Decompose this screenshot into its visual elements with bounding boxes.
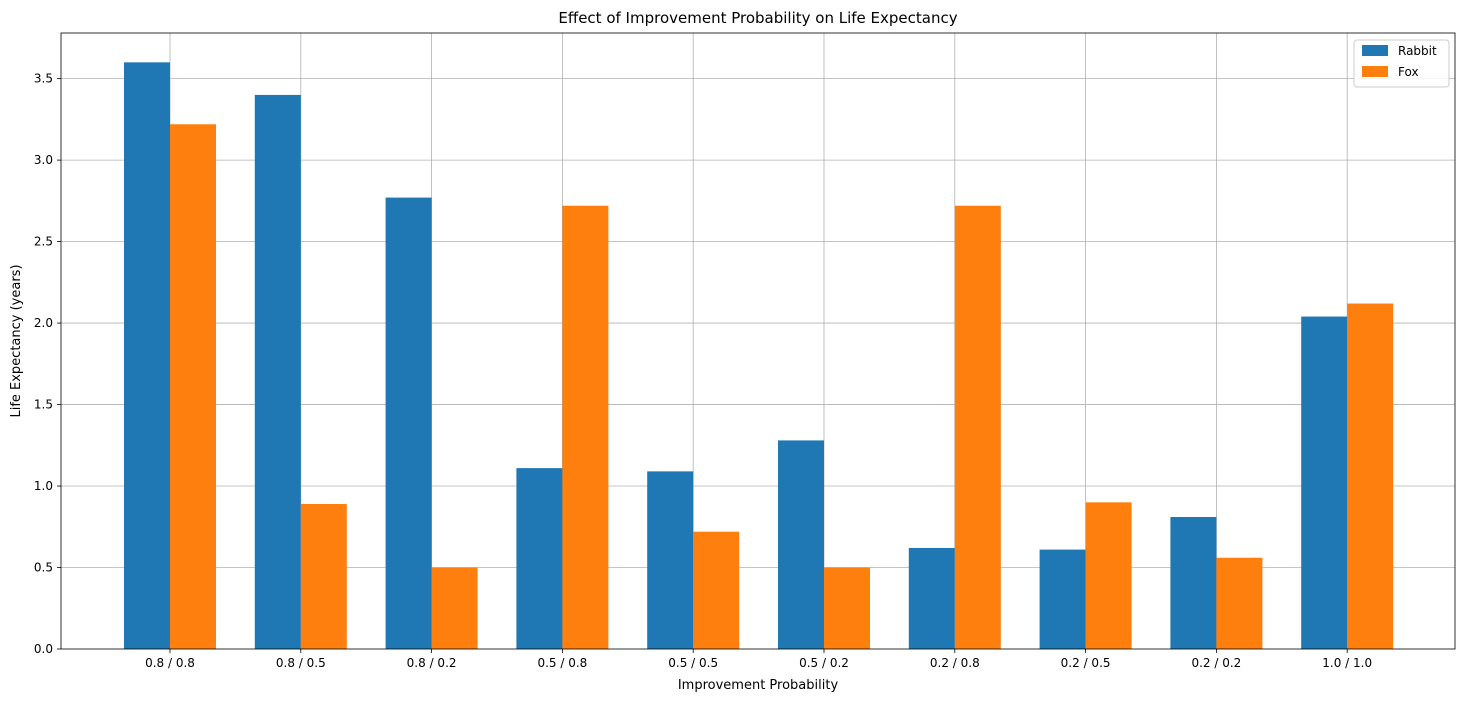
- x-tick-label: 1.0 / 1.0: [1322, 656, 1372, 670]
- y-tick-label: 0.0: [34, 642, 53, 656]
- x-tick-label: 0.5 / 0.2: [799, 656, 849, 670]
- bar-rabbit-5: [778, 440, 824, 649]
- legend: Rabbit Fox: [1353, 39, 1450, 88]
- axis-ticks: 0.0 0.5 1.0 1.5 2.0 2.5 3.0 3.5 0.8 / 0.8 0.8 / 0…: [34, 72, 1372, 670]
- x-tick-label: 0.2 / 0.8: [930, 656, 980, 670]
- bar-fox-0: [170, 124, 216, 649]
- x-tick-label: 0.5 / 0.8: [537, 656, 587, 670]
- legend-label-rabbit: Rabbit: [1398, 44, 1437, 58]
- y-tick-label: 3.5: [34, 72, 53, 86]
- x-tick-label: 0.2 / 0.5: [1061, 656, 1111, 670]
- bars: [124, 62, 1394, 650]
- bar-fox-7: [1085, 502, 1132, 649]
- bar-rabbit-1: [254, 94, 301, 650]
- x-tick-label: 0.2 / 0.2: [1191, 656, 1241, 670]
- bar-rabbit-0: [124, 62, 170, 650]
- bar-rabbit-6: [908, 547, 955, 649]
- y-tick-label: 2.0: [34, 316, 53, 330]
- y-tick-label: 2.5: [34, 235, 53, 249]
- y-tick-label: 1.5: [34, 398, 53, 412]
- bar-fox-3: [562, 205, 609, 650]
- legend-swatch-fox: [1362, 66, 1388, 77]
- bar-rabbit-8: [1170, 517, 1217, 649]
- bar-rabbit-3: [516, 468, 563, 649]
- x-tick-label: 0.8 / 0.5: [276, 656, 326, 670]
- bar-rabbit-9: [1301, 316, 1348, 649]
- bar-rabbit-2: [385, 197, 432, 649]
- bar-fox-4: [693, 531, 740, 649]
- plot-frame: [60, 32, 1456, 650]
- x-tick-label: 0.5 / 0.5: [668, 656, 718, 670]
- x-tick-label: 0.8 / 0.8: [145, 656, 195, 670]
- x-tick-label: 0.8 / 0.2: [407, 656, 457, 670]
- bar-fox-2: [431, 567, 478, 649]
- bar-fox-1: [300, 503, 347, 649]
- y-tick-label: 1.0: [34, 479, 53, 493]
- y-axis-label: Life Expectancy (years): [9, 264, 24, 417]
- y-tick-label: 0.5: [34, 561, 53, 575]
- bar-fox-8: [1216, 557, 1263, 649]
- bar-fox-5: [824, 567, 870, 649]
- legend-label-fox: Fox: [1398, 65, 1419, 79]
- bar-rabbit-7: [1039, 549, 1086, 649]
- bar-rabbit-4: [647, 471, 694, 649]
- chart-title: Effect of Improvement Probability on Lif…: [558, 9, 957, 27]
- y-tick-label: 3.0: [34, 153, 53, 167]
- bar-fox-6: [954, 205, 1001, 650]
- bar-fox-9: [1347, 303, 1394, 649]
- x-axis-label: Improvement Probability: [678, 678, 839, 693]
- legend-swatch-rabbit: [1362, 45, 1388, 56]
